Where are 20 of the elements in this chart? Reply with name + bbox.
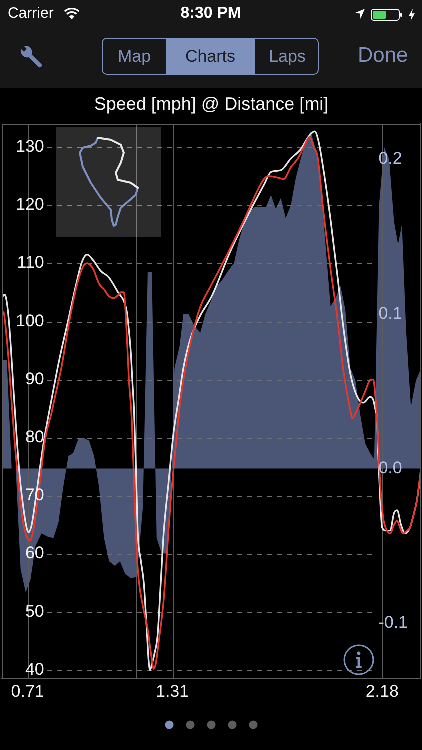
- text: Done: [358, 44, 408, 68]
- y-tick-label: 60: [25, 544, 44, 563]
- y2-tick-label: -0.1: [378, 613, 408, 632]
- y-tick-label: 130: [16, 136, 44, 156]
- y2-tick-label: 0.1: [378, 304, 402, 323]
- text: Carrier: [8, 5, 54, 23]
- chart-title: Speed [mph] @ Distance [mi]: [94, 94, 329, 114]
- text: 8:30 PM: [180, 5, 242, 23]
- x-tick-label: 1.31: [156, 682, 190, 701]
- y-tick-label: 90: [25, 369, 44, 388]
- x-tick-label: 0.71: [11, 682, 44, 701]
- segmented-control: Map Charts Laps: [102, 38, 319, 75]
- y2-tick-label: 0.2: [378, 149, 402, 168]
- y-tick-label: 80: [25, 428, 44, 447]
- y-tick-label: 50: [25, 602, 44, 621]
- y-tick-label: 110: [17, 253, 44, 272]
- y-tick-label: 100: [16, 311, 44, 330]
- y-tick-label: 40: [25, 660, 44, 679]
- y-tick-label: 120: [16, 195, 44, 214]
- x-tick-label: 2.18: [366, 682, 399, 701]
